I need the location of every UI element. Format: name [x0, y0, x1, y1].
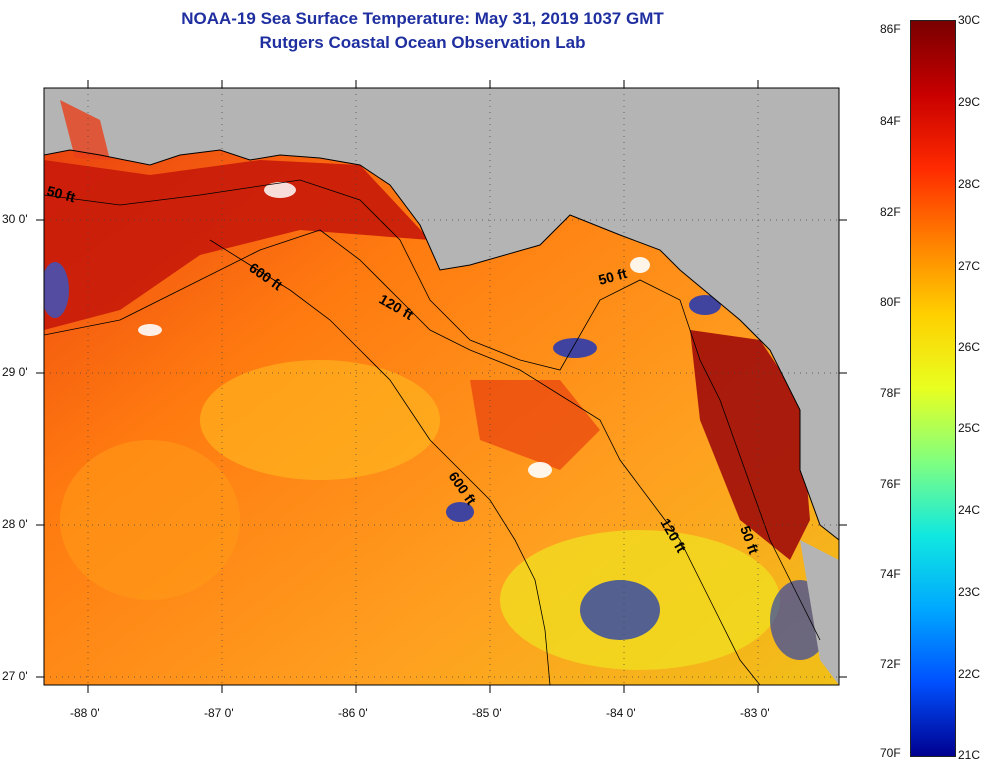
lon-label: -87 0' [204, 706, 234, 720]
lat-label: 29 0' [2, 365, 28, 379]
colorbar-label-c: 21C [958, 748, 981, 762]
contour-600ft [209, 239, 551, 685]
contour-label: 50 ft [45, 182, 77, 205]
hot-shelf-east [690, 330, 810, 560]
colorbar-label-f: 80F [880, 295, 901, 309]
map-frame [43, 87, 840, 686]
lon-label: -88 0' [70, 706, 100, 720]
colorbar-label-c: 22C [958, 667, 981, 681]
lon-label: -84 0' [606, 706, 636, 720]
lon-label: -86 0' [338, 706, 368, 720]
colorbar-label-f: 72F [880, 657, 901, 671]
lon-label: -83 0' [740, 706, 770, 720]
colorbar-label-f: 84F [880, 114, 901, 128]
colorbar-label-f: 78F [880, 386, 901, 400]
colorbar-label-f: 74F [880, 567, 901, 581]
colorbar-label-f: 70F [880, 746, 901, 760]
contour-50ft [44, 179, 821, 641]
colorbar-label-c: 23C [958, 585, 981, 599]
cloud-patch [580, 580, 660, 640]
colorbar-label-c: 30C [958, 13, 981, 27]
colorbar-label-f: 82F [880, 205, 901, 219]
colorbar-label-c: 24C [958, 503, 981, 517]
colorbar-label-c: 25C [958, 421, 981, 435]
map-subtitle: Rutgers Coastal Ocean Observation Lab [259, 33, 586, 52]
lat-label: 30 0' [2, 212, 28, 226]
contour-120ft [44, 229, 761, 685]
colorbar-label-c: 26C [958, 340, 981, 354]
temperature-colorbar [910, 20, 956, 757]
colorbar-label-c: 29C [958, 95, 981, 109]
contour-label: 50 ft [597, 265, 629, 288]
lon-label: -85 0' [472, 706, 502, 720]
colorbar-label-c: 28C [958, 177, 981, 191]
land-mass [44, 88, 839, 540]
map-title: NOAA-19 Sea Surface Temperature: May 31,… [181, 9, 664, 28]
lat-label: 28 0' [2, 517, 28, 531]
lat-lon-grid [44, 88, 839, 685]
lat-label: 27 0' [2, 669, 28, 683]
colorbar-label-c: 27C [958, 259, 981, 273]
colorbar-label-f: 86F [880, 22, 901, 36]
coastline [44, 149, 839, 541]
colorbar-label-f: 76F [880, 477, 901, 491]
